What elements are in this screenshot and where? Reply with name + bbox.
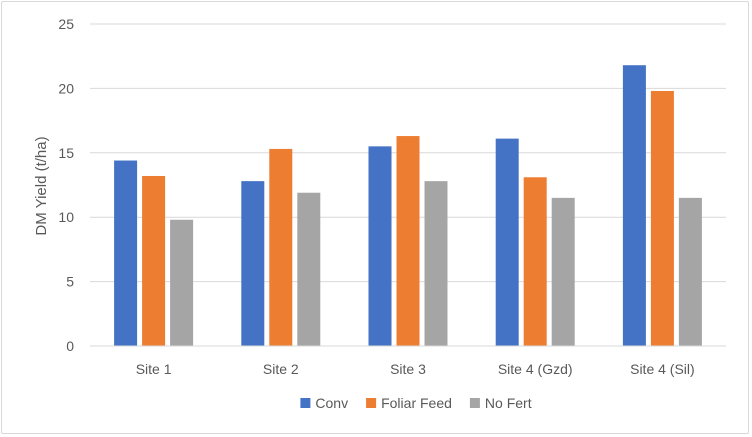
bar-conv-5 [622,65,646,346]
bar-no-fert-5 [678,197,702,346]
bar-conv-2 [241,181,265,346]
y-tick-label: 20 [58,80,74,96]
x-tick-label: Site 4 (Sil) [630,361,695,377]
bar-conv-3 [368,146,392,346]
y-axis-title: DM Yield (t/ha) [33,136,50,235]
bar-no-fert-3 [424,181,448,346]
y-tick-label: 10 [58,209,74,225]
x-tick-label: Site 2 [263,361,299,377]
x-tick-label: Site 3 [390,361,426,377]
bar-conv-1 [114,160,138,346]
bar-no-fert-4 [551,197,575,346]
bar-foliar-feed-4 [523,177,547,346]
x-axis-ticks: Site 1 Site 2 Site 3 Site 4 (Gzd) Site 4 (Si… [136,361,695,377]
legend-label: Conv [315,395,348,411]
bar-no-fert-2 [297,192,321,346]
x-tick-label: Site 1 [136,361,172,377]
y-axis-ticks: 0 5 10 15 20 25 [58,16,74,354]
bar-foliar-feed-1 [142,175,166,346]
legend-swatch [469,398,480,408]
y-tick-label: 25 [58,16,74,32]
bar-foliar-feed-5 [650,90,674,346]
legend-label: Foliar Feed [381,395,452,411]
bars [114,65,702,346]
y-tick-label: 15 [58,145,74,161]
legend-item: No Fert [469,395,532,411]
bar-foliar-feed-3 [396,136,420,346]
y-tick-label: 0 [66,338,74,354]
legend-label: No Fert [485,395,532,411]
y-tick-label: 5 [66,274,74,290]
legend-swatch [366,398,377,408]
bar-no-fert-1 [170,219,194,346]
legend: Conv Foliar Feed No Fert [300,395,532,411]
legend-item: Conv [300,395,348,411]
bar-foliar-feed-2 [269,148,293,346]
legend-swatch [300,398,311,408]
legend-item: Foliar Feed [366,395,452,411]
x-tick-label: Site 4 (Gzd) [498,361,573,377]
bar-conv-4 [495,138,519,346]
